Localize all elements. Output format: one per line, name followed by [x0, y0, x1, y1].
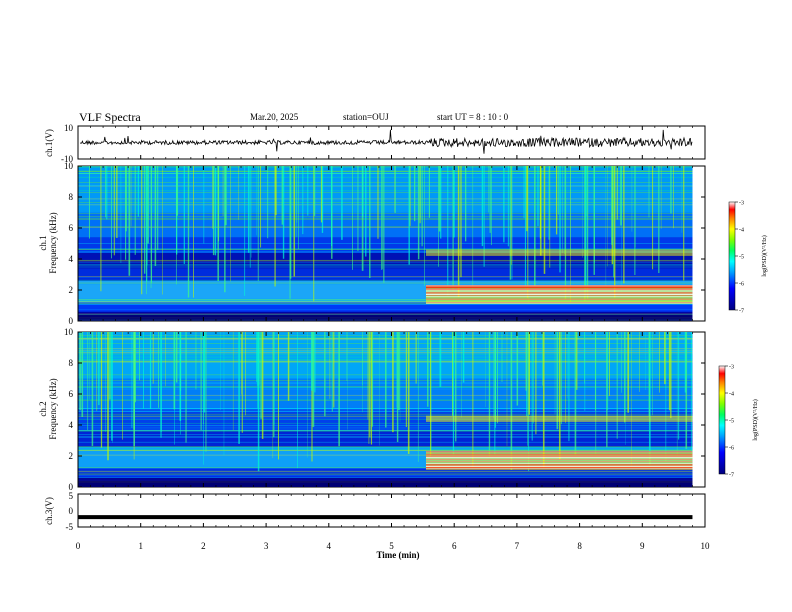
ch2-colorbar: -3 -4 -5 -6 -7 log(PSD)(V²/Hz) [718, 365, 759, 479]
x-axis-label: Time (min) [376, 550, 419, 560]
ch1-ylabel-1: ch.1 [38, 235, 48, 250]
header-station: station=OUJ [343, 112, 389, 122]
colorbar-tick-label: -5 [739, 255, 744, 261]
x-tick-label: 2 [201, 541, 206, 551]
ch2-spectrogram-image [78, 332, 693, 487]
figure-title: VLF Spectra [79, 110, 141, 124]
colorbar-tick-label: -6 [739, 282, 744, 288]
x-tick-label: 10 [701, 541, 711, 551]
ch1-spectrogram-panel: 0 2 4 6 8 10 ch.1 Frequency (kHz) [38, 161, 706, 326]
y-tick-label: 8 [69, 358, 74, 368]
colorbar-tick-label: -6 [729, 446, 734, 452]
x-tick-label: 9 [640, 541, 645, 551]
ch1-waveform-trace [79, 129, 693, 154]
x-tick-label: 4 [327, 541, 332, 551]
ch2-colorbar-label: log(PSD)(V²/Hz) [752, 399, 759, 440]
y-tick-label: 6 [69, 389, 74, 399]
ch3-waveform-panel: 5 0 -5 ch.3(V) [44, 491, 706, 532]
colorbar-tick-label: -5 [729, 419, 734, 425]
waveform-line [79, 129, 693, 154]
ch1-colorbar: -3 -4 -5 -6 -7 log(PSD)(V²/Hz) [728, 201, 768, 315]
x-tick-label: 7 [515, 541, 520, 551]
y-tick-label: 8 [69, 192, 74, 202]
x-tick-label: 5 [389, 541, 394, 551]
y-tick-label: 2 [69, 285, 74, 295]
ch2-ylabel-1: ch.2 [38, 401, 48, 416]
colorbar-tick-label: -4 [739, 228, 744, 234]
x-tick-label: 3 [264, 541, 269, 551]
colorbar-tick-label: -7 [739, 309, 744, 315]
ch1-spectrogram-image [78, 166, 693, 322]
emission-band-upper [425, 415, 693, 422]
ch3-ytick-mid: 0 [69, 506, 74, 516]
y-tick-label: 4 [69, 254, 74, 264]
spectrogram-band [78, 431, 693, 447]
spectrogram-band [78, 302, 693, 312]
ch2-colorbar-ticks: -3 -4 -5 -6 -7 [725, 365, 734, 479]
ch3-ytick-bottom: -5 [66, 522, 74, 532]
y-tick-label: 10 [64, 327, 74, 337]
ch2-ylabel-2: Frequency (kHz) [48, 378, 58, 439]
spectrogram-band [78, 212, 693, 238]
colorbar-tick-label: -7 [729, 473, 734, 479]
ch1-colorbar-ticks: -3 -4 -5 -6 -7 [735, 201, 744, 315]
ch1-yticks: 0 2 4 6 8 10 [64, 161, 705, 326]
x-tick-label: 8 [577, 541, 582, 551]
ch1-ytick-top: 10 [64, 123, 74, 133]
spectrogram-low-band [78, 480, 693, 487]
header-date: Mar.20, 2025 [250, 112, 299, 122]
ch1-ylabel-2: Frequency (kHz) [48, 212, 58, 273]
ch3-ylabel: ch.3(V) [44, 497, 54, 525]
y-tick-label: 0 [69, 316, 74, 326]
x-tick-label: 6 [452, 541, 457, 551]
ch2-yticks: 0 2 4 6 8 10 [64, 327, 705, 492]
spectrogram-low-band [78, 314, 693, 321]
y-tick-label: 6 [69, 223, 74, 233]
x-axis-ticks: 0 1 2 3 4 5 6 7 8 9 10 [76, 126, 710, 551]
y-tick-label: 10 [64, 161, 74, 171]
y-tick-label: 4 [69, 420, 74, 430]
colorbar-tick-label: -4 [729, 392, 734, 398]
y-tick-label: 2 [69, 451, 74, 461]
ch1-ylabel: ch.1(V) [44, 129, 54, 157]
ch1-ytick-bottom: -10 [61, 154, 73, 164]
ch2-spectrogram-panel: 0 2 4 6 8 10 ch.2 Frequency (kHz) [38, 327, 706, 492]
ch1-waveform-panel: 10 -10 ch.1(V) [44, 123, 706, 164]
x-tick-label: 1 [138, 541, 143, 551]
y-tick-label: 0 [69, 482, 74, 492]
spectrogram-band [78, 268, 693, 281]
emission-band-upper [425, 249, 693, 256]
colorbar-tick-label: -3 [729, 365, 734, 371]
x-tick-label: 0 [76, 541, 81, 551]
ch1-colorbar-label: log(PSD)(V²/Hz) [761, 235, 768, 276]
header-start-time: start UT = 8 : 10 : 0 [437, 112, 509, 122]
ch3-ytick-top: 5 [69, 491, 74, 501]
colorbar-tick-label: -3 [739, 201, 744, 207]
